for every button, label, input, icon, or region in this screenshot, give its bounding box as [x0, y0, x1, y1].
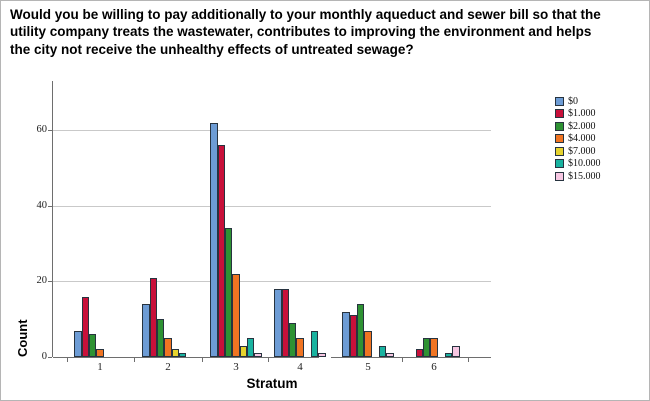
bar-$1.000-stratum-1: [81, 297, 90, 357]
legend-label: $1.000: [568, 108, 596, 120]
legend-swatch-icon: [555, 146, 564, 156]
x-tick-label: 5: [365, 361, 371, 373]
bar-$4.000-stratum-1: [96, 349, 104, 357]
legend-label: $4.000: [568, 133, 596, 145]
x-axis-title: Stratum: [246, 376, 298, 391]
y-tick-label: 20: [36, 275, 48, 287]
bar-$2.000-stratum-6: [423, 338, 431, 357]
legend-label: $0: [568, 95, 578, 107]
legend-item: $15.000: [555, 170, 601, 183]
y-tick-label: 60: [36, 124, 48, 136]
x-tick: [401, 358, 403, 362]
legend-label: $2.000: [568, 120, 596, 132]
gridline: [53, 205, 491, 207]
legend: $0 $1.000 $2.000 $4.000 $7.000 $10.000 $15.000: [555, 95, 601, 183]
bar-$4.000-stratum-2: [164, 338, 172, 357]
y-tick: [48, 130, 52, 132]
x-tick-label: 4: [297, 361, 303, 373]
bar-$1.000-stratum-6: [415, 349, 424, 357]
bar-$10.000-stratum-2: [178, 353, 187, 357]
x-tick-label: 6: [431, 361, 437, 373]
bar-$10.000-stratum-4: [310, 331, 319, 357]
legend-label: $7.000: [568, 145, 596, 157]
bar-$2.000-stratum-4: [289, 323, 297, 357]
bar-$15.000-stratum-6: [452, 346, 460, 357]
x-tick-label: 1: [97, 361, 103, 373]
legend-item: $0: [555, 95, 601, 108]
y-axis-title: Count: [15, 319, 30, 357]
legend-label: $10.000: [568, 158, 601, 170]
y-axis-line: [52, 81, 53, 357]
legend-item: $2.000: [555, 120, 601, 133]
bar-$1.000-stratum-2: [149, 278, 158, 357]
bar-$0-stratum-1: [74, 331, 82, 357]
legend-item: $1.000: [555, 108, 601, 121]
legend-item: $7.000: [555, 145, 601, 158]
bar-$15.000-stratum-4: [318, 353, 326, 357]
y-tick-label: 40: [36, 199, 48, 211]
bar-$0-stratum-5: [342, 312, 350, 357]
x-tick: [134, 358, 135, 362]
chart-title: Would you be willing to pay additionally…: [10, 7, 601, 57]
legend-swatch-icon: [555, 171, 564, 181]
bar-$0-stratum-2: [142, 304, 150, 357]
x-tick: [202, 358, 203, 362]
y-tick: [48, 205, 52, 207]
bar-$0-stratum-4: [274, 289, 282, 357]
bar-$0-stratum-3: [210, 123, 218, 357]
bar-$10.000-stratum-6: [444, 353, 453, 357]
bar-$2.000-stratum-5: [357, 304, 365, 357]
x-tick: [66, 358, 68, 362]
bar-$1.000-stratum-4: [281, 289, 290, 357]
bar-$10.000-stratum-3: [246, 338, 255, 357]
bar-$7.000-stratum-3: [239, 346, 247, 357]
legend-label: $15.000: [568, 170, 601, 182]
bar-$2.000-stratum-2: [157, 319, 165, 357]
bar-$4.000-stratum-3: [232, 274, 240, 357]
y-tick: [48, 281, 52, 283]
y-tick: [48, 357, 52, 358]
x-axis-line-right: [331, 357, 491, 358]
bar-$7.000-stratum-2: [171, 349, 179, 357]
gridline: [53, 281, 491, 283]
bar-$4.000-stratum-4: [296, 338, 304, 357]
legend-swatch-icon: [555, 159, 564, 169]
bar-$1.000-stratum-3: [217, 145, 226, 357]
bar-$1.000-stratum-5: [349, 315, 358, 357]
bar-$15.000-stratum-5: [386, 353, 394, 357]
legend-item: $10.000: [555, 158, 601, 171]
x-tick: [468, 358, 469, 362]
x-axis-line-left: [53, 357, 319, 358]
bar-$10.000-stratum-5: [378, 346, 387, 357]
x-tick: [268, 358, 269, 362]
bar-$2.000-stratum-3: [225, 228, 233, 357]
bar-$4.000-stratum-6: [430, 338, 438, 357]
legend-swatch-icon: [555, 121, 564, 131]
legend-item: $4.000: [555, 133, 601, 146]
x-tick-label: 2: [165, 361, 171, 373]
legend-swatch-icon: [555, 109, 564, 119]
x-tick-label: 3: [233, 361, 239, 373]
bar-$15.000-stratum-3: [254, 353, 262, 357]
bar-$4.000-stratum-5: [364, 331, 372, 357]
bar-$2.000-stratum-1: [89, 334, 97, 357]
y-tick-label: 0: [41, 351, 47, 362]
gridline: [53, 130, 491, 132]
legend-swatch-icon: [555, 96, 564, 106]
legend-swatch-icon: [555, 134, 564, 144]
